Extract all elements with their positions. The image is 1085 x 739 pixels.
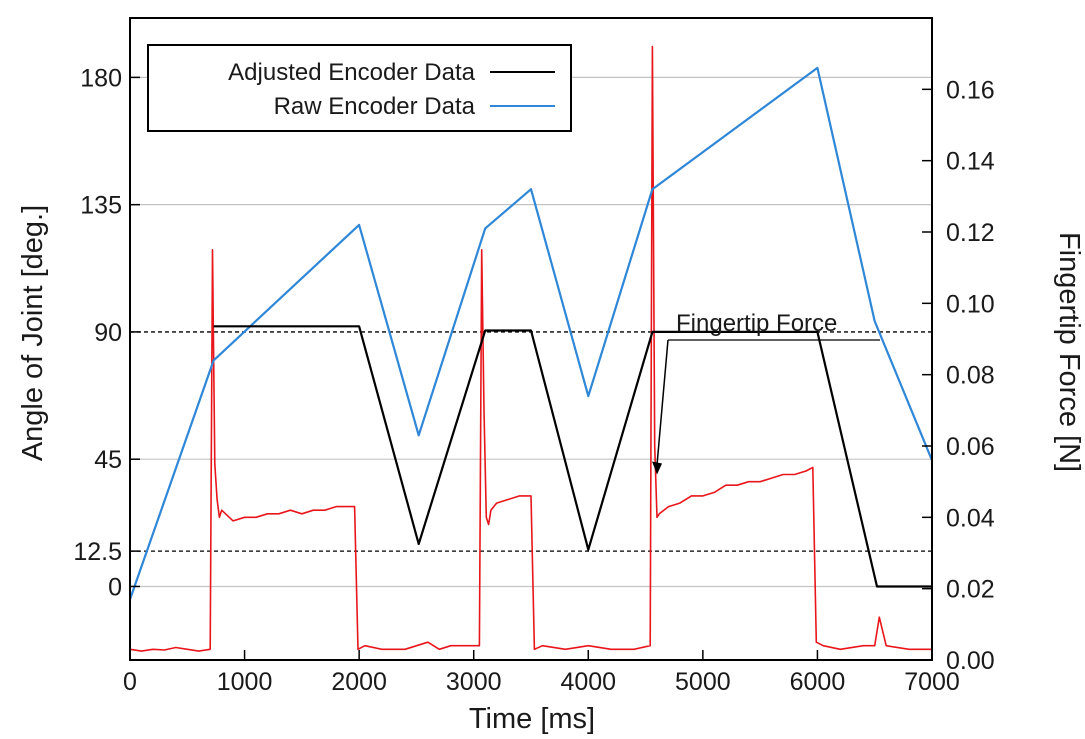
y-left-tick-label: 12.5 [73, 538, 122, 566]
series-line-2 [129, 45, 932, 652]
y-left-tick-label: 45 [94, 446, 122, 474]
y-left-tick-label: 135 [80, 192, 122, 220]
x-tick-label: 4000 [560, 668, 616, 696]
series-lines [128, 45, 934, 652]
annotation-label: Fingertip Force [676, 310, 837, 337]
tick-labels: 0 12.5 45 90 135 180 0.00 0.02 0.04 0.06 0.08 0.10 0… [73, 64, 994, 696]
y-axis-left-label: Angle of Joint [deg.] [17, 205, 49, 461]
y-right-tick-label: 0.10 [946, 290, 995, 318]
annotation-arrow [656, 339, 669, 465]
series-line-0 [213, 325, 932, 588]
y-axis-right-label: Fingertip Force [N] [1053, 232, 1085, 472]
legend-box [147, 44, 572, 132]
fingertip-force-annotation: Fingertip Force [652, 310, 880, 475]
y-left-tick-label: 90 [94, 319, 122, 347]
y-right-tick-label: 0.14 [946, 148, 995, 176]
x-tick-label: 0 [123, 668, 137, 696]
x-tick-label: 5000 [675, 668, 731, 696]
y-right-tick-label: 0.00 [946, 647, 995, 675]
legend-label-raw: Raw Encoder Data [274, 93, 476, 120]
legend: Adjusted Encoder Data Raw Encoder Data [147, 44, 572, 132]
x-tick-label: 3000 [446, 668, 502, 696]
y-right-tick-label: 0.12 [946, 219, 995, 247]
plot-frame [129, 17, 933, 661]
y-right-tick-label: 0.06 [946, 433, 995, 461]
y-right-tick-label: 0.02 [946, 576, 995, 604]
y-right-tick-label: 0.16 [946, 76, 995, 104]
x-axis-label: Time [ms] [469, 703, 595, 735]
x-tick-label: 6000 [790, 668, 846, 696]
y-left-tick-label: 0 [108, 573, 122, 601]
x-tick-label: 1000 [217, 668, 273, 696]
y-left-tick-label: 180 [80, 64, 122, 92]
x-tick-label: 2000 [331, 668, 387, 696]
annotation-arrowhead [652, 461, 663, 475]
series-line-1 [128, 66, 934, 600]
y-right-tick-label: 0.04 [946, 504, 995, 532]
legend-label-adjusted: Adjusted Encoder Data [228, 59, 475, 86]
x-tick-label: 7000 [904, 668, 960, 696]
y-right-tick-label: 0.08 [946, 362, 995, 390]
